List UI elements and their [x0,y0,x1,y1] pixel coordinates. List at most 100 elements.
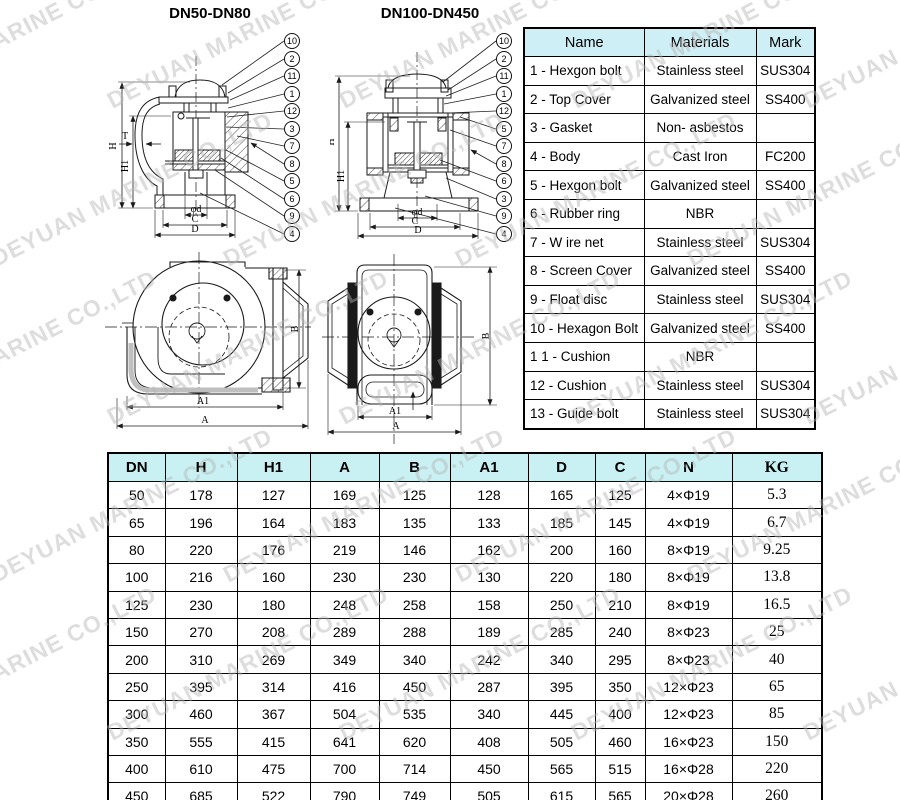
cell: 216 [164,563,238,592]
dim-label-a: A [201,415,209,426]
cell: 300 [107,700,166,729]
table-row: 1 - Hexgon bolt Stainless steel SUS304 [523,56,816,86]
cell: 4 - Body [523,141,645,172]
table-row: 200 310 269 349 340 242 340 295 8×Φ23 40 [107,645,823,674]
cell: 610 [164,754,238,784]
cell: 288 [378,617,451,647]
cell: 615 [527,782,596,800]
table-row: 400 610 475 700 714 450 565 515 16×Φ28 220 [107,754,823,784]
cell: 700 [309,754,380,784]
cell: 522 [236,782,311,800]
cell: 8×Φ19 [644,563,733,592]
callout-5: 5 [284,173,300,189]
cell: 160 [594,535,646,565]
cell: 8×Φ23 [644,645,733,674]
cell: 8×Φ19 [644,535,733,565]
side-section-drawing-dn50-dn80: H H1 T φd C D [108,26,325,248]
cell: 445 [527,700,596,729]
cell: 13.8 [731,563,823,592]
cell: SUS304 [755,284,816,315]
callout-column-dn100-dn450: 10 2 11 1 12 5 7 8 6 3 9 4 [496,33,512,243]
cell: Galvanized steel [643,84,757,115]
cell: 208 [236,617,311,647]
cell: Stainless steel [643,399,757,430]
cell [755,198,816,229]
cell: 505 [527,727,596,756]
dim-label-d: D [191,224,198,235]
dim-label-phid: φd [191,204,202,215]
cell: 8 - Screen Cover [523,256,645,286]
cell: Stainless steel [643,56,757,86]
cell: 5 - Hexgon bolt [523,170,645,200]
cell: 620 [378,727,451,756]
cell: 165 [527,480,596,510]
cell: 450 [449,754,529,784]
cell: FC200 [755,141,816,172]
cell: Stainless steel [643,370,757,401]
table-row: 8 - Screen Cover Galvanized steel SS400 [523,256,816,286]
cell: Cast Iron [643,141,757,172]
column-header: DN [107,452,166,482]
column-header: H1 [236,452,311,482]
cell: 555 [164,727,238,756]
callout-11: 11 [496,68,512,84]
cell: 185 [527,508,596,537]
cell: 125 [594,480,646,510]
column-header: C [594,452,646,482]
cell: 9 - Float disc [523,284,645,315]
callout-3: 3 [284,120,300,137]
callout-5: 5 [496,120,512,137]
cell: 515 [594,754,646,784]
cell: 85 [731,700,823,729]
cell: 340 [527,645,596,674]
cell: 65 [731,672,823,702]
cell: 289 [309,617,380,647]
cell: 219 [309,535,380,565]
cell: 349 [309,645,380,674]
cell: 3 - Gasket [523,113,645,143]
cell: SUS304 [755,370,816,401]
cell: 340 [378,645,451,674]
cell: 230 [164,590,238,619]
table-row: 4 - Body Cast Iron FC200 [523,141,816,172]
cell: 9.25 [731,535,823,565]
cell: SS400 [755,313,816,343]
dim-label-phid: φd [412,207,423,218]
dimensions-table: DN H H1 A B A1 D C N KG 50 178 127 169 125 128 165 125 4×Φ… [107,452,823,800]
callout-9: 9 [496,208,512,224]
cell: Galvanized steel [643,313,757,343]
cell: Non- asbestos [643,113,757,143]
cell: 145 [594,508,646,537]
cell: SUS304 [755,227,816,258]
cell: 248 [309,590,380,619]
cell: 416 [309,672,380,702]
cell: 180 [594,563,646,592]
cell: 16×Φ23 [644,727,733,756]
table-row: 2 - Top Cover Galvanized steel SS400 [523,84,816,115]
cell: 220 [164,535,238,565]
side-section-drawing-dn100-dn450: H H1 φd C D [330,26,510,248]
cell: SUS304 [755,399,816,430]
cell: 310 [164,645,238,674]
cell: 16.5 [731,590,823,619]
callout-10: 10 [496,33,512,49]
cell: SS400 [755,84,816,115]
cell: 395 [527,672,596,702]
table-row: 125 230 180 248 258 158 250 210 8×Φ19 16.5 [107,590,823,619]
cell: 180 [236,590,311,619]
cell: 189 [449,617,529,647]
cell: Stainless steel [643,284,757,315]
callout-1: 1 [284,85,300,102]
callout-4: 4 [496,225,512,242]
cell: NBR [643,198,757,229]
dim-label-b: B [290,325,301,332]
cell: 125 [107,590,166,619]
table-row: 100 216 160 230 230 130 220 180 8×Φ19 13.8 [107,563,823,592]
callout-column-dn50-dn80: 10 2 11 1 12 3 7 8 5 6 9 4 [284,33,300,243]
cell: 535 [378,700,451,729]
dim-label-c: C [412,216,419,227]
cell: 258 [378,590,451,619]
dim-label-h: H [330,138,337,145]
callout-6: 6 [284,190,300,207]
dim-label-h1: H1 [120,160,131,172]
